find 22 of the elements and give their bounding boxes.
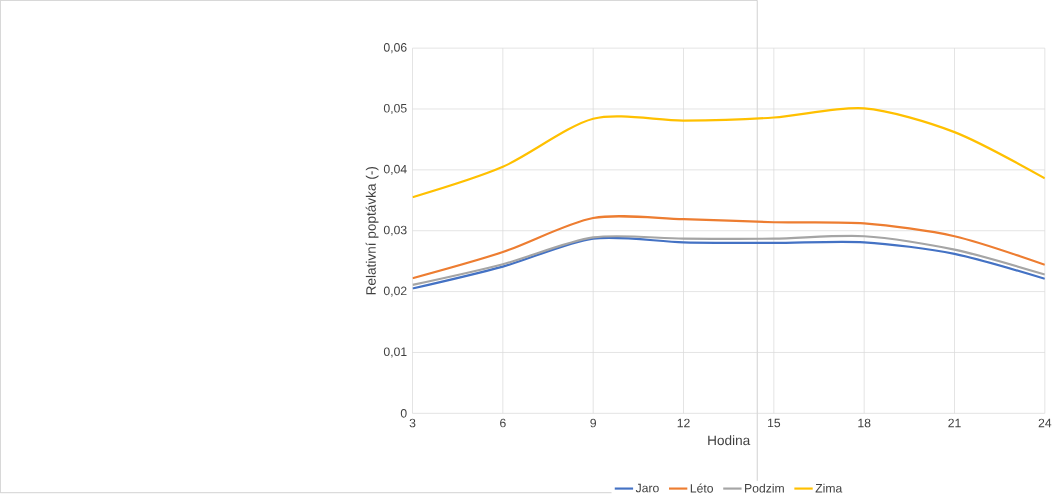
y-tick-label: 0,04 — [383, 164, 407, 175]
y-tick-label: 0,06 — [383, 42, 407, 53]
x-tick-label: 18 — [858, 418, 871, 428]
x-tick-label: 3 — [409, 418, 416, 428]
x-tick-label: 12 — [677, 418, 690, 428]
x-tick-label: 24 — [1038, 418, 1052, 428]
y-tick-label: 0,02 — [383, 286, 407, 297]
x-tick-label: 6 — [500, 418, 506, 428]
line-series — [412, 106, 1045, 199]
y-tick-label: 0,03 — [383, 225, 407, 236]
y-tick-label: 0 — [400, 408, 407, 418]
legend-label: Léto — [690, 483, 713, 493]
x-tick-label: 9 — [590, 418, 596, 428]
y-tick-label: 0,05 — [383, 103, 407, 114]
legend-label: Podzim — [745, 483, 784, 493]
x-tick-label: 15 — [768, 418, 781, 428]
y-tick-label: 0,01 — [383, 347, 407, 358]
legend-label: Zima — [815, 483, 843, 493]
x-tick-label: 21 — [948, 418, 961, 428]
legend-label: Jaro — [635, 483, 659, 493]
x-axis-title: Hodina — [708, 434, 751, 445]
y-axis-title: Relativní poptávka (-) — [365, 166, 379, 295]
